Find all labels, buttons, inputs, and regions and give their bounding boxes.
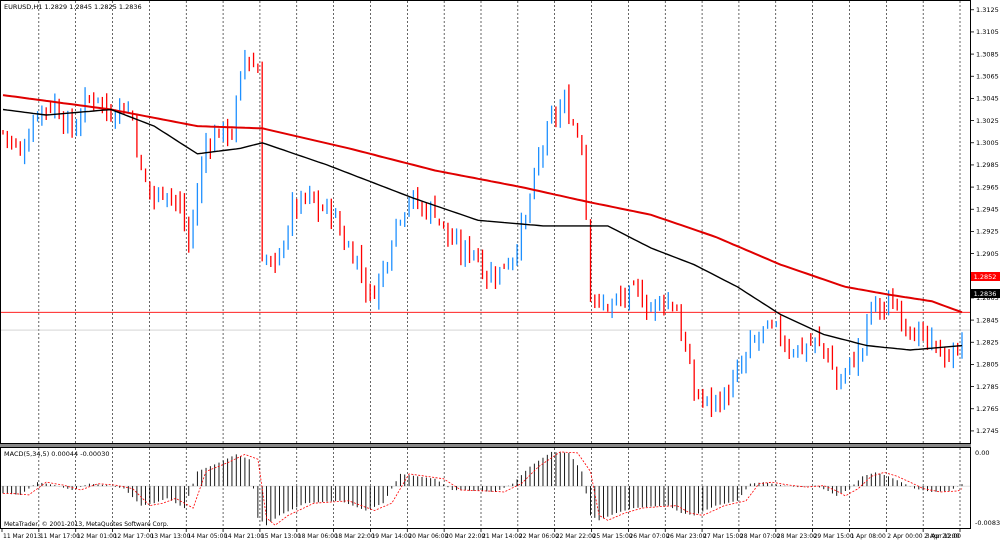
y-tick-label: 1.2825 [976, 339, 999, 347]
macd-min-label: -0.00837 [975, 519, 1000, 527]
x-tick-label: 1 Apr 08:00 [850, 533, 885, 540]
ma-slow-line [2, 94, 963, 314]
hline-price-tag: 1.2852 [971, 272, 1000, 281]
x-tick-label: 20 Mar 06:00 [408, 533, 448, 540]
y-tick-label: 1.2945 [976, 206, 999, 214]
main-panel-frame [0, 0, 971, 444]
macd-zero-label: 0.00 [975, 449, 989, 457]
y-tick-label: 1.2965 [976, 183, 999, 191]
x-tick-label: 13 Mar 13:00 [150, 533, 190, 540]
y-tick-label: 1.2865 [976, 294, 999, 302]
copyright-text: MetaTrader, © 2001-2013, MetaQuotes Soft… [4, 521, 169, 528]
ma-fast-line [2, 108, 963, 351]
x-tick-label: 2 Apr 00:00 [887, 533, 922, 540]
x-tick-label: 22 Mar 06:00 [519, 533, 559, 540]
current-price-tag: 1.2836 [971, 289, 1000, 298]
x-tick-label: 21 Mar 14:00 [482, 533, 522, 540]
x-tick-label: 12 Mar 17:00 [114, 533, 154, 540]
x-tick-label: 22 Mar 22:00 [556, 533, 596, 540]
x-tick-label: 11 Mar 2013 [3, 533, 41, 540]
x-tick-label: 12 Mar 01:00 [77, 533, 117, 540]
x-tick-label: 2 Apr 20:00 [924, 533, 959, 540]
grid-lines [38, 1, 961, 528]
macd-label: MACD(5,34,5) 0.00044 -0.00030 [4, 450, 109, 458]
hline-price-tag-box [971, 272, 1000, 281]
x-tick-label: 27 Mar 15:00 [703, 533, 743, 540]
x-tick-label: 26 Mar 23:00 [666, 533, 706, 540]
x-tick-label: 18 Mar 22:00 [335, 533, 375, 540]
y-tick-label: 1.2745 [976, 427, 999, 435]
x-tick-label: 19 Mar 14:00 [371, 533, 411, 540]
x-tick-label: 3 Apr 12:00 [926, 533, 961, 540]
x-tick-label: 18 Mar 06:00 [298, 533, 338, 540]
y-tick-label: 1.3085 [976, 50, 999, 58]
y-tick-label: 1.3025 [976, 117, 999, 125]
x-tick-label: 11 Mar 17:00 [40, 533, 80, 540]
y-tick-label: 1.3065 [976, 73, 999, 81]
x-tick-label: 14 Mar 05:00 [187, 533, 227, 540]
y-tick-label: 1.2805 [976, 361, 999, 369]
price-candles [2, 49, 963, 418]
x-tick-label: 29 Mar 15:00 [814, 533, 854, 540]
y-tick-label: 1.3045 [976, 95, 999, 103]
x-tick-label: 28 Mar 07:00 [740, 533, 780, 540]
macd-histogram [1, 451, 970, 526]
y-tick-label: 1.2845 [976, 316, 999, 324]
x-tick-label: 20 Mar 22:00 [445, 533, 485, 540]
y-tick-label: 1.2765 [976, 405, 999, 413]
y-tick-label: 1.3105 [976, 28, 999, 36]
price-axis: 1.3125 1.3105 1.3085 1.3065 1.3045 1.3025 1.30… [970, 6, 999, 435]
macd-signal-line [3, 451, 963, 526]
hline-price-tag-text: 1.2852 [974, 273, 997, 281]
y-tick-label: 1.2785 [976, 383, 999, 391]
x-tick-label: 25 Mar 15:00 [593, 533, 633, 540]
y-tick-label: 1.2905 [976, 250, 999, 258]
y-tick-label: 1.3005 [976, 139, 999, 147]
x-tick-label: 26 Mar 07:00 [629, 533, 669, 540]
moving-averages [2, 94, 963, 351]
x-tick-label: 28 Mar 23:00 [777, 533, 817, 540]
x-tick-label: 15 Mar 13:00 [261, 533, 301, 540]
y-tick-label: 1.2925 [976, 228, 999, 236]
y-tick-label: 1.3125 [976, 6, 999, 14]
horizontal-line[interactable] [1, 311, 970, 331]
y-tick-label: 1.2985 [976, 161, 999, 169]
current-price-tag-box [971, 289, 1000, 298]
symbol-label: EURUSD,H1 1.2829 1.2845 1.2825 1.2836 [4, 3, 142, 11]
x-tick-label: 14 Mar 21:00 [224, 533, 264, 540]
current-price-tag-text: 1.2836 [974, 290, 997, 298]
